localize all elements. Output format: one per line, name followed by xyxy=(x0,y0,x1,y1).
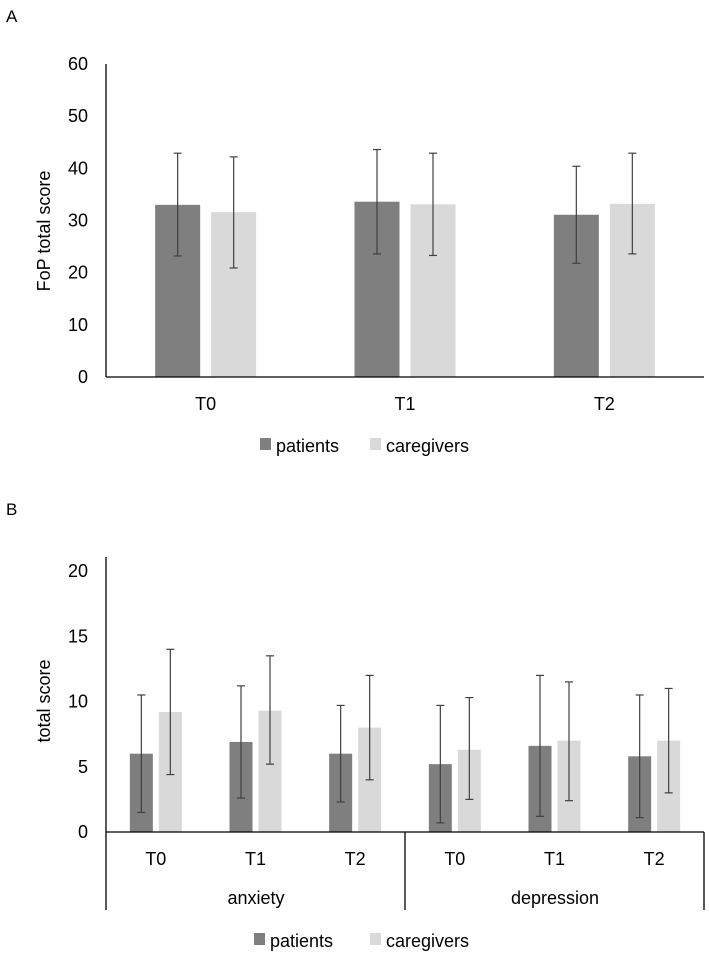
panel-a-error-bars xyxy=(173,148,637,269)
panel-b-group-label-depression: depression xyxy=(511,888,599,908)
y-tick-label: 5 xyxy=(78,757,88,777)
panel-b-error-bars xyxy=(137,648,673,824)
panel-a: A FoP total score 0 10 20 30 40 50 60 T0 T1 T2 p… xyxy=(6,7,704,456)
y-tick-label: 0 xyxy=(78,367,88,387)
bar-caregivers-2 xyxy=(258,710,282,832)
panel-b-label: B xyxy=(6,500,17,519)
legend-swatch-caregivers xyxy=(370,438,381,450)
y-tick-label: 15 xyxy=(68,626,88,646)
x-tick-label: T0 xyxy=(444,849,465,869)
y-tick-label: 30 xyxy=(68,211,88,231)
legend-label-caregivers: caregivers xyxy=(386,436,469,456)
x-tick-label: T1 xyxy=(544,849,565,869)
y-tick-label: 50 xyxy=(68,106,88,126)
legend-swatch-caregivers xyxy=(370,933,381,945)
x-tick-label: T1 xyxy=(394,394,415,414)
legend-label-patients: patients xyxy=(276,436,339,456)
x-tick-label: T2 xyxy=(644,849,665,869)
y-tick-label: 20 xyxy=(68,263,88,283)
panel-b-bars xyxy=(129,710,681,832)
y-tick-label: 40 xyxy=(68,158,88,178)
y-tick-label: 0 xyxy=(78,822,88,842)
panel-a-x-ticks: T0 T1 T2 xyxy=(195,394,615,414)
panel-b-legend: patients caregivers xyxy=(254,931,469,951)
panel-a-y-ticks: 0 10 20 30 40 50 60 xyxy=(68,54,88,387)
x-tick-label: T0 xyxy=(145,849,166,869)
x-tick-label: T2 xyxy=(345,849,366,869)
legend-label-patients: patients xyxy=(270,931,333,951)
panel-a-label: A xyxy=(6,7,18,26)
legend-swatch-patients xyxy=(254,933,265,945)
panel-b-group-label-anxiety: anxiety xyxy=(227,888,284,908)
x-tick-label: T2 xyxy=(594,394,615,414)
x-tick-label: T1 xyxy=(245,849,266,869)
y-tick-label: 60 xyxy=(68,54,88,74)
panel-b-y-ticks: 0 5 10 15 20 xyxy=(68,561,88,842)
panel-a-y-axis-title: FoP total score xyxy=(34,171,54,292)
panel-a-legend: patients caregivers xyxy=(260,436,469,456)
x-tick-label: T0 xyxy=(195,394,216,414)
legend-label-caregivers: caregivers xyxy=(386,931,469,951)
panel-a-bars xyxy=(155,201,655,377)
panel-b-x-ticks: T0 T1 T2 T0 T1 T2 xyxy=(145,849,664,869)
panel-b-y-axis-title: total score xyxy=(34,659,54,742)
y-tick-label: 10 xyxy=(68,692,88,712)
legend-swatch-patients xyxy=(260,438,271,450)
panel-b: B total score 0 5 10 15 20 T0 T1 T2 T0 T1 T2 anxi… xyxy=(6,500,705,951)
y-tick-label: 10 xyxy=(68,315,88,335)
y-tick-label: 20 xyxy=(68,561,88,581)
